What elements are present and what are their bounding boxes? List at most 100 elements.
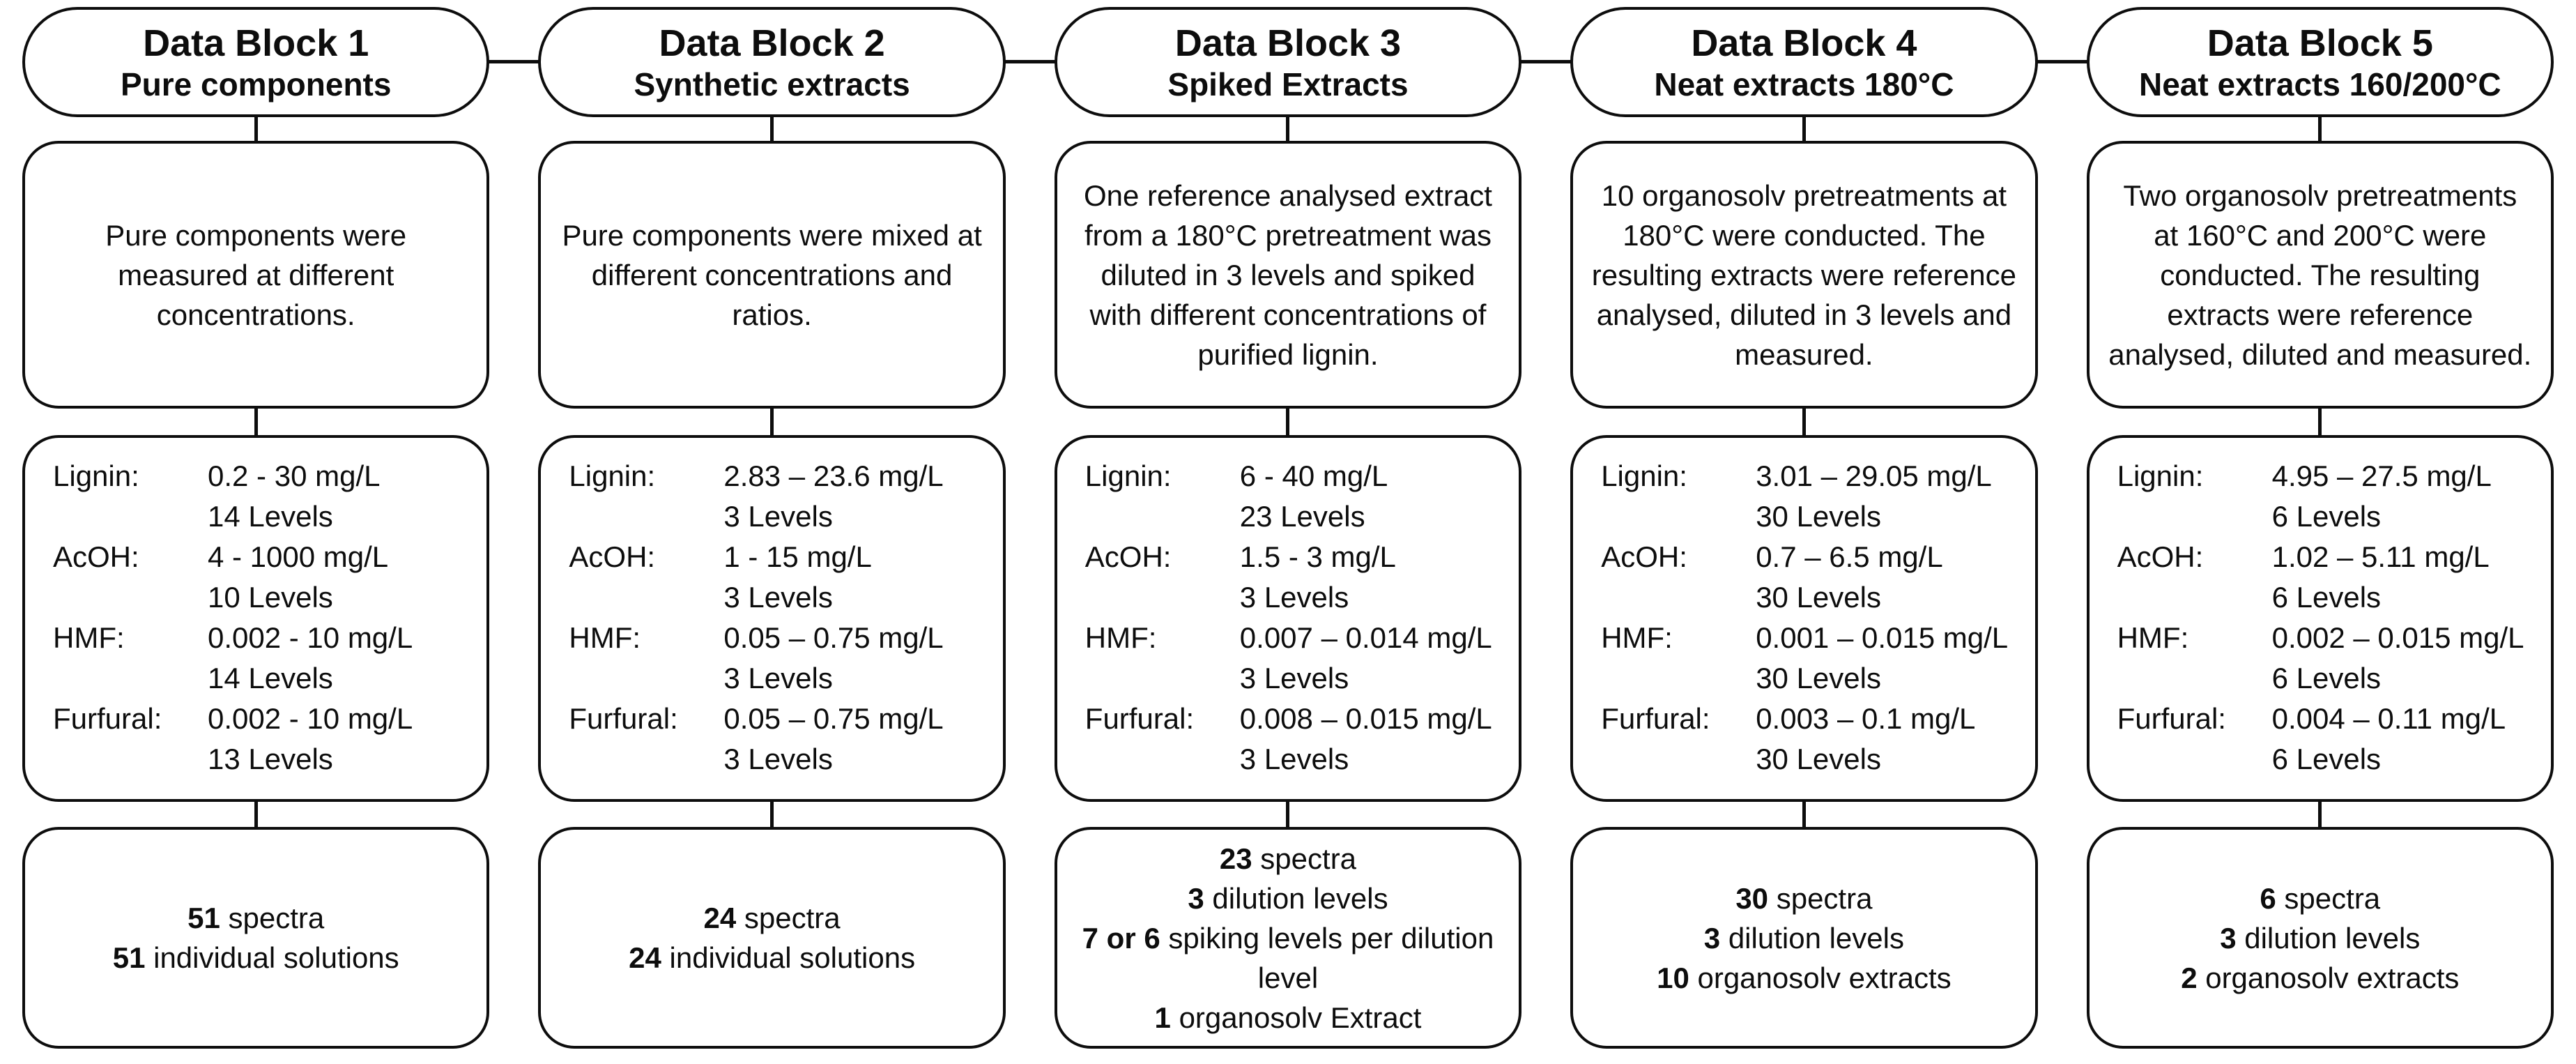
block-2-subtitle: Synthetic extracts bbox=[634, 66, 910, 102]
component-label: Lignin: bbox=[2117, 459, 2204, 492]
component-row: Lignin: 3.01 – 29.05 mg/L 30 Levels bbox=[1601, 456, 2027, 537]
block-1-description-box: Pure components were measured at differe… bbox=[22, 141, 490, 409]
component-levels: 3 Levels bbox=[1239, 662, 1349, 694]
connector-line bbox=[2318, 117, 2322, 141]
component-row: Lignin: 6 - 40 mg/L 23 Levels bbox=[1085, 456, 1512, 537]
connector-line bbox=[254, 117, 258, 141]
connector-line bbox=[770, 409, 774, 435]
component-levels: 14 Levels bbox=[208, 662, 333, 694]
component-row: Furfural: 0.002 - 10 mg/L 13 Levels bbox=[53, 699, 480, 780]
data-block-1-column: Data Block 1 Pure components Pure compon… bbox=[22, 7, 490, 1049]
data-block-4-column: Data Block 4 Neat extracts 180°C 10 orga… bbox=[1570, 7, 2038, 1049]
block-1-subtitle: Pure components bbox=[120, 66, 392, 102]
data-block-5-column: Data Block 5 Neat extracts 160/200°C Two… bbox=[2086, 7, 2554, 1049]
component-levels: 3 Levels bbox=[723, 581, 833, 614]
component-row: AcOH: 1.02 – 5.11 mg/L 6 Levels bbox=[2117, 537, 2544, 618]
summary-line: 7 or 6 spiking levels per dilution level bbox=[1082, 921, 1494, 994]
component-range: 0.004 – 0.11 mg/L bbox=[2271, 702, 2506, 735]
component-levels: 6 Levels bbox=[2271, 581, 2382, 614]
component-levels: 30 Levels bbox=[1756, 500, 1881, 533]
component-row: Lignin: 0.2 - 30 mg/L 14 Levels bbox=[53, 456, 480, 537]
component-row: HMF: 0.007 – 0.014 mg/L 3 Levels bbox=[1085, 618, 1512, 699]
component-label: AcOH: bbox=[569, 540, 656, 573]
connector-line bbox=[1286, 117, 1290, 141]
component-levels: 30 Levels bbox=[1756, 581, 1881, 614]
component-range: 0.2 - 30 mg/L bbox=[208, 459, 381, 492]
component-label: HMF: bbox=[53, 621, 125, 654]
component-range: 2.83 – 23.6 mg/L bbox=[723, 459, 944, 492]
summary-line: 51 spectra bbox=[187, 902, 325, 934]
block-1-title: Data Block 1 bbox=[143, 22, 369, 64]
component-row: AcOH: 4 - 1000 mg/L 10 Levels bbox=[53, 537, 480, 618]
component-range: 1.02 – 5.11 mg/L bbox=[2271, 540, 2490, 573]
component-label: Lignin: bbox=[53, 459, 139, 492]
block-4-summary-box: 30 spectra 3 dilution levels 10 organoso… bbox=[1570, 827, 2038, 1049]
component-levels: 30 Levels bbox=[1756, 743, 1881, 775]
block-5-description-box: Two organosolv pretreatments at 160°C an… bbox=[2086, 141, 2554, 409]
component-label: HMF: bbox=[569, 621, 641, 654]
component-label: Lignin: bbox=[569, 459, 656, 492]
block-2-summary-box: 24 spectra 24 individual solutions bbox=[538, 827, 1006, 1049]
block-3-concentrations-box: Lignin: 6 - 40 mg/L 23 Levels AcOH: 1.5 … bbox=[1054, 435, 1522, 802]
component-range: 4.95 – 27.5 mg/L bbox=[2271, 459, 2492, 492]
summary-line: 24 spectra bbox=[703, 902, 841, 934]
connector-line bbox=[1802, 802, 1806, 827]
component-levels: 14 Levels bbox=[208, 500, 333, 533]
connector-line bbox=[770, 802, 774, 827]
block-2-title: Data Block 2 bbox=[659, 22, 885, 64]
component-label: Furfural: bbox=[1601, 702, 1710, 735]
component-range: 0.002 - 10 mg/L bbox=[208, 702, 413, 735]
component-label: Lignin: bbox=[1084, 459, 1172, 492]
summary-line: 30 spectra bbox=[1735, 881, 1873, 915]
block-3-summary-box: 23 spectra 3 dilution levels 7 or 6 spik… bbox=[1054, 827, 1522, 1049]
component-row: Furfural: 0.003 – 0.1 mg/L 30 Levels bbox=[1601, 699, 2027, 780]
connector-line bbox=[1802, 409, 1806, 435]
component-levels: 3 Levels bbox=[1239, 743, 1349, 775]
component-levels: 13 Levels bbox=[208, 743, 333, 775]
connector-line bbox=[770, 117, 774, 141]
summary-line: 1 organosolv Extract bbox=[1154, 1001, 1422, 1034]
component-row: Furfural: 0.05 – 0.75 mg/L 3 Levels bbox=[569, 699, 995, 780]
block-4-description-box: 10 organosolv pretreatments at 180°C wer… bbox=[1570, 141, 2038, 409]
block-1-concentrations-box: Lignin: 0.2 - 30 mg/L 14 Levels AcOH: 4 … bbox=[22, 435, 490, 802]
block-4-header: Data Block 4 Neat extracts 180°C bbox=[1570, 7, 2038, 117]
component-range: 0.008 – 0.015 mg/L bbox=[1239, 702, 1492, 735]
component-label: HMF: bbox=[2117, 621, 2189, 654]
component-label: Furfural: bbox=[2117, 702, 2226, 735]
connector-line bbox=[1286, 802, 1290, 827]
component-label: Furfural: bbox=[1084, 702, 1195, 735]
component-label: AcOH: bbox=[1084, 540, 1172, 573]
block-2-header: Data Block 2 Synthetic extracts bbox=[538, 7, 1006, 117]
component-levels: 3 Levels bbox=[723, 500, 833, 533]
component-row: Lignin: 4.95 – 27.5 mg/L 6 Levels bbox=[2117, 456, 2544, 537]
component-row: Lignin: 2.83 – 23.6 mg/L 3 Levels bbox=[569, 456, 995, 537]
block-3-subtitle: Spiked Extracts bbox=[1167, 66, 1409, 102]
connector-line bbox=[1286, 409, 1290, 435]
block-4-description: 10 organosolv pretreatments at 180°C wer… bbox=[1591, 178, 2017, 371]
component-levels: 30 Levels bbox=[1756, 662, 1881, 694]
component-levels: 3 Levels bbox=[723, 743, 833, 775]
component-label: HMF: bbox=[1084, 621, 1157, 654]
component-row: HMF: 0.05 – 0.75 mg/L 3 Levels bbox=[569, 618, 995, 699]
component-range: 0.001 – 0.015 mg/L bbox=[1756, 621, 2009, 654]
component-row: HMF: 0.002 - 10 mg/L 14 Levels bbox=[53, 618, 480, 699]
component-row: Furfural: 0.008 – 0.015 mg/L 3 Levels bbox=[1085, 699, 1512, 780]
block-2-concentrations-box: Lignin: 2.83 – 23.6 mg/L 3 Levels AcOH: … bbox=[538, 435, 1006, 802]
block-3-title: Data Block 3 bbox=[1174, 22, 1402, 64]
block-1-description: Pure components were measured at differe… bbox=[105, 218, 407, 331]
summary-line: 3 dilution levels bbox=[1188, 881, 1388, 915]
component-levels: 6 Levels bbox=[2271, 743, 2382, 775]
connector-line bbox=[2318, 409, 2322, 435]
component-range: 6 - 40 mg/L bbox=[1239, 459, 1388, 492]
summary-line: 24 individual solutions bbox=[629, 941, 916, 974]
component-range: 0.003 – 0.1 mg/L bbox=[1756, 702, 1976, 735]
block-5-title: Data Block 5 bbox=[2207, 22, 2433, 64]
block-5-summary-box: 6 spectra 3 dilution levels 2 organosolv… bbox=[2086, 827, 2554, 1049]
component-range: 3.01 – 29.05 mg/L bbox=[1756, 459, 1992, 492]
summary-line: 51 individual solutions bbox=[112, 941, 399, 974]
component-levels: 23 Levels bbox=[1239, 500, 1365, 533]
component-label: AcOH: bbox=[53, 540, 139, 573]
summary-line: 10 organosolv extracts bbox=[1657, 961, 1952, 994]
component-range: 0.05 – 0.75 mg/L bbox=[723, 702, 944, 735]
